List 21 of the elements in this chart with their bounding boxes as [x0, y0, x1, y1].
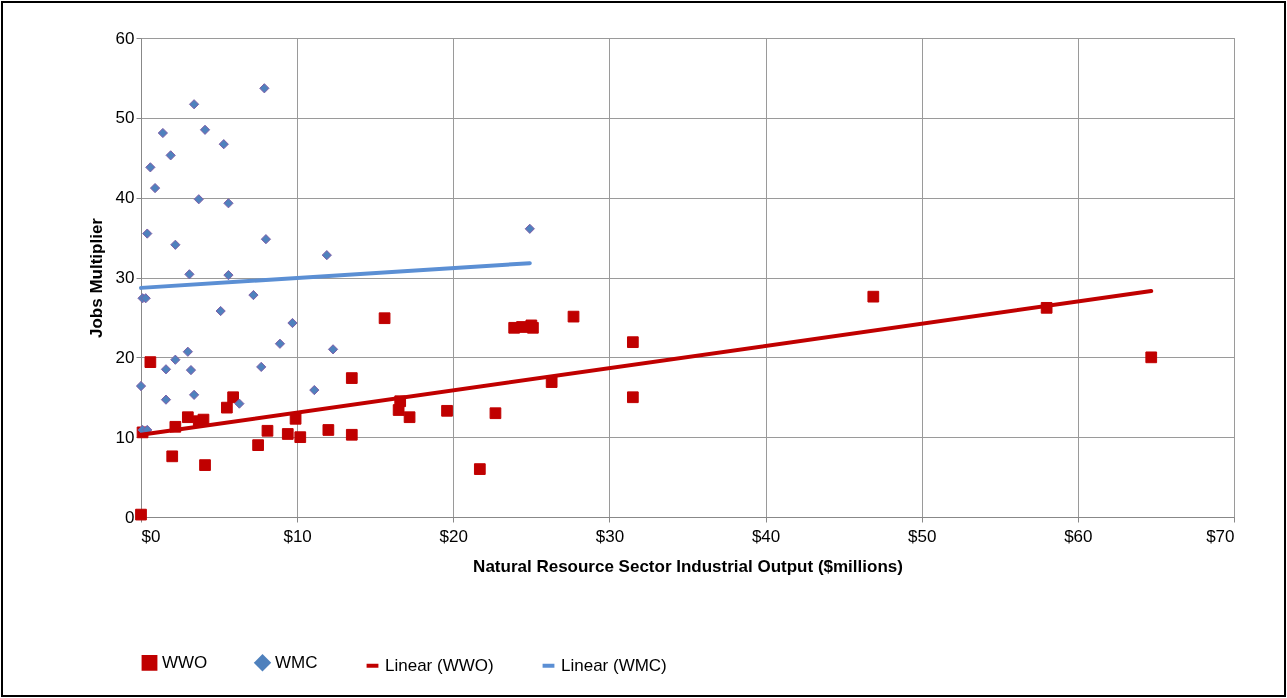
- x-tick-label: $70: [1206, 526, 1235, 546]
- y-tick-label: 10: [115, 427, 135, 447]
- x-tick-label: $40: [751, 526, 781, 546]
- y-tick-label: 0: [125, 507, 135, 527]
- legend-label: Linear (WWO): [385, 655, 494, 675]
- x-tick-label: $20: [439, 526, 468, 546]
- legend-label: WWO: [162, 652, 208, 672]
- y-tick-label: 40: [115, 188, 135, 208]
- legend-label: Linear (WMC): [561, 655, 667, 675]
- y-axis-title: Jobs Multiplier: [86, 217, 106, 338]
- y-tick-label: 60: [115, 28, 135, 48]
- x-tick-label: $30: [595, 526, 625, 546]
- x-axis-title: Natural Resource Sector Industrial Output ($millions): [473, 556, 903, 576]
- y-tick-label: 50: [115, 108, 135, 128]
- x-tick-label: $10: [283, 526, 312, 546]
- legend-label: WMC: [275, 652, 318, 672]
- y-tick-label: 20: [115, 347, 135, 367]
- x-tick-label: $0: [141, 526, 161, 546]
- x-tick-label: $60: [1064, 526, 1093, 546]
- x-tick-label: $50: [908, 526, 937, 546]
- y-tick-label: 30: [115, 268, 135, 287]
